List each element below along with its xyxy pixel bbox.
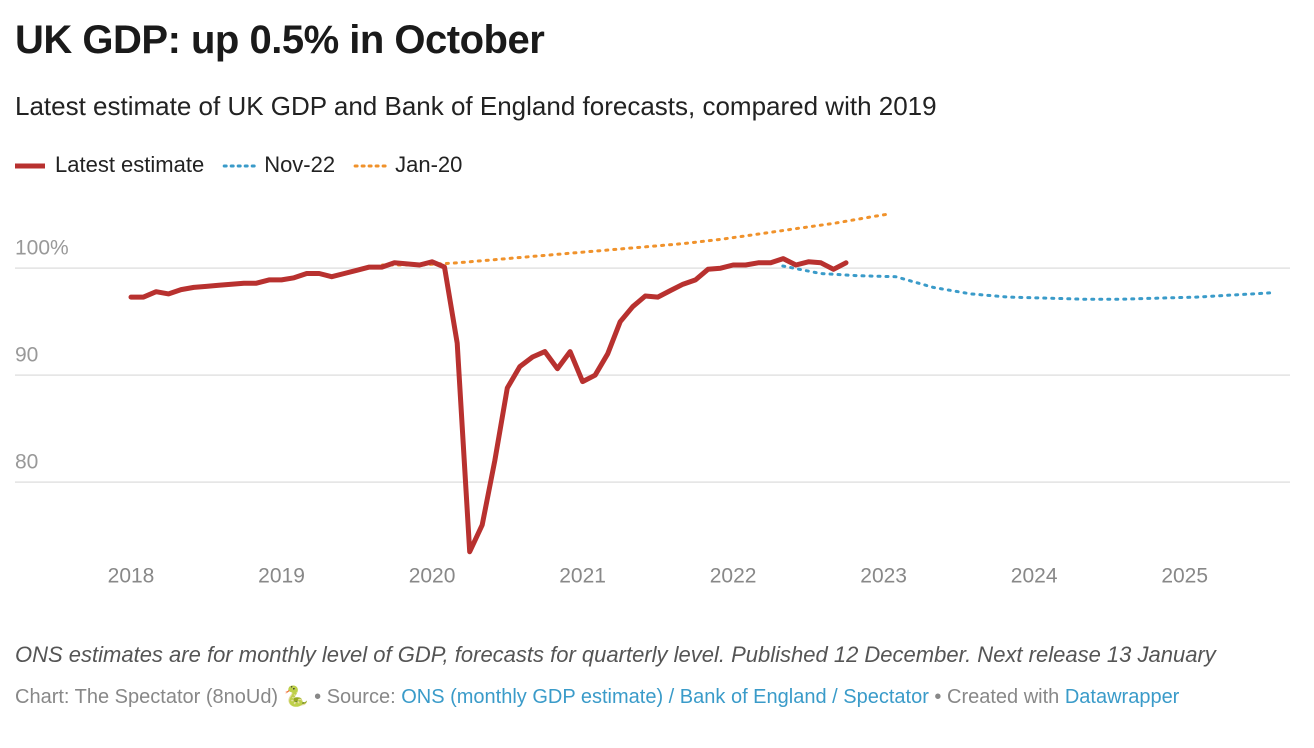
source-link[interactable]: ONS (monthly GDP estimate) / Bank of Eng…: [401, 686, 929, 708]
x-tick-label: 2024: [1011, 565, 1058, 588]
chart-subtitle: Latest estimate of UK GDP and Bank of En…: [15, 91, 937, 121]
x-tick-label: 2025: [1161, 565, 1208, 588]
created-link[interactable]: Datawrapper: [1064, 686, 1180, 708]
x-tick-label: 2020: [409, 565, 456, 588]
chart-title: UK GDP: up 0.5% in October: [15, 18, 545, 62]
y-tick-label: 100%: [15, 237, 69, 260]
series-line: [380, 212, 893, 267]
footer: Chart: The Spectator (8noUd) 🐍 • Source:…: [15, 684, 1179, 709]
separator: •: [934, 686, 942, 708]
y-tick-label: 80: [15, 451, 38, 474]
separator: •: [314, 686, 322, 708]
x-tick-label: 2018: [108, 565, 155, 588]
y-tick-label: 90: [15, 344, 38, 367]
chart-note: ONS estimates are for monthly level of G…: [15, 642, 1216, 667]
source-label: Source:: [326, 686, 396, 708]
created-label: Created with: [947, 686, 1060, 708]
series-line: [128, 256, 849, 555]
x-tick-label: 2019: [258, 565, 305, 588]
legend-label: Nov-22: [264, 152, 335, 177]
series-line: [781, 264, 1274, 301]
legend-label: Jan-20: [395, 152, 462, 177]
legend-label: Latest estimate: [55, 152, 204, 177]
credit: Chart: The Spectator (8noUd) 🐍: [15, 686, 309, 708]
x-tick-label: 2021: [559, 565, 606, 588]
x-tick-label: 2023: [860, 565, 907, 588]
x-tick-label: 2022: [710, 565, 757, 588]
